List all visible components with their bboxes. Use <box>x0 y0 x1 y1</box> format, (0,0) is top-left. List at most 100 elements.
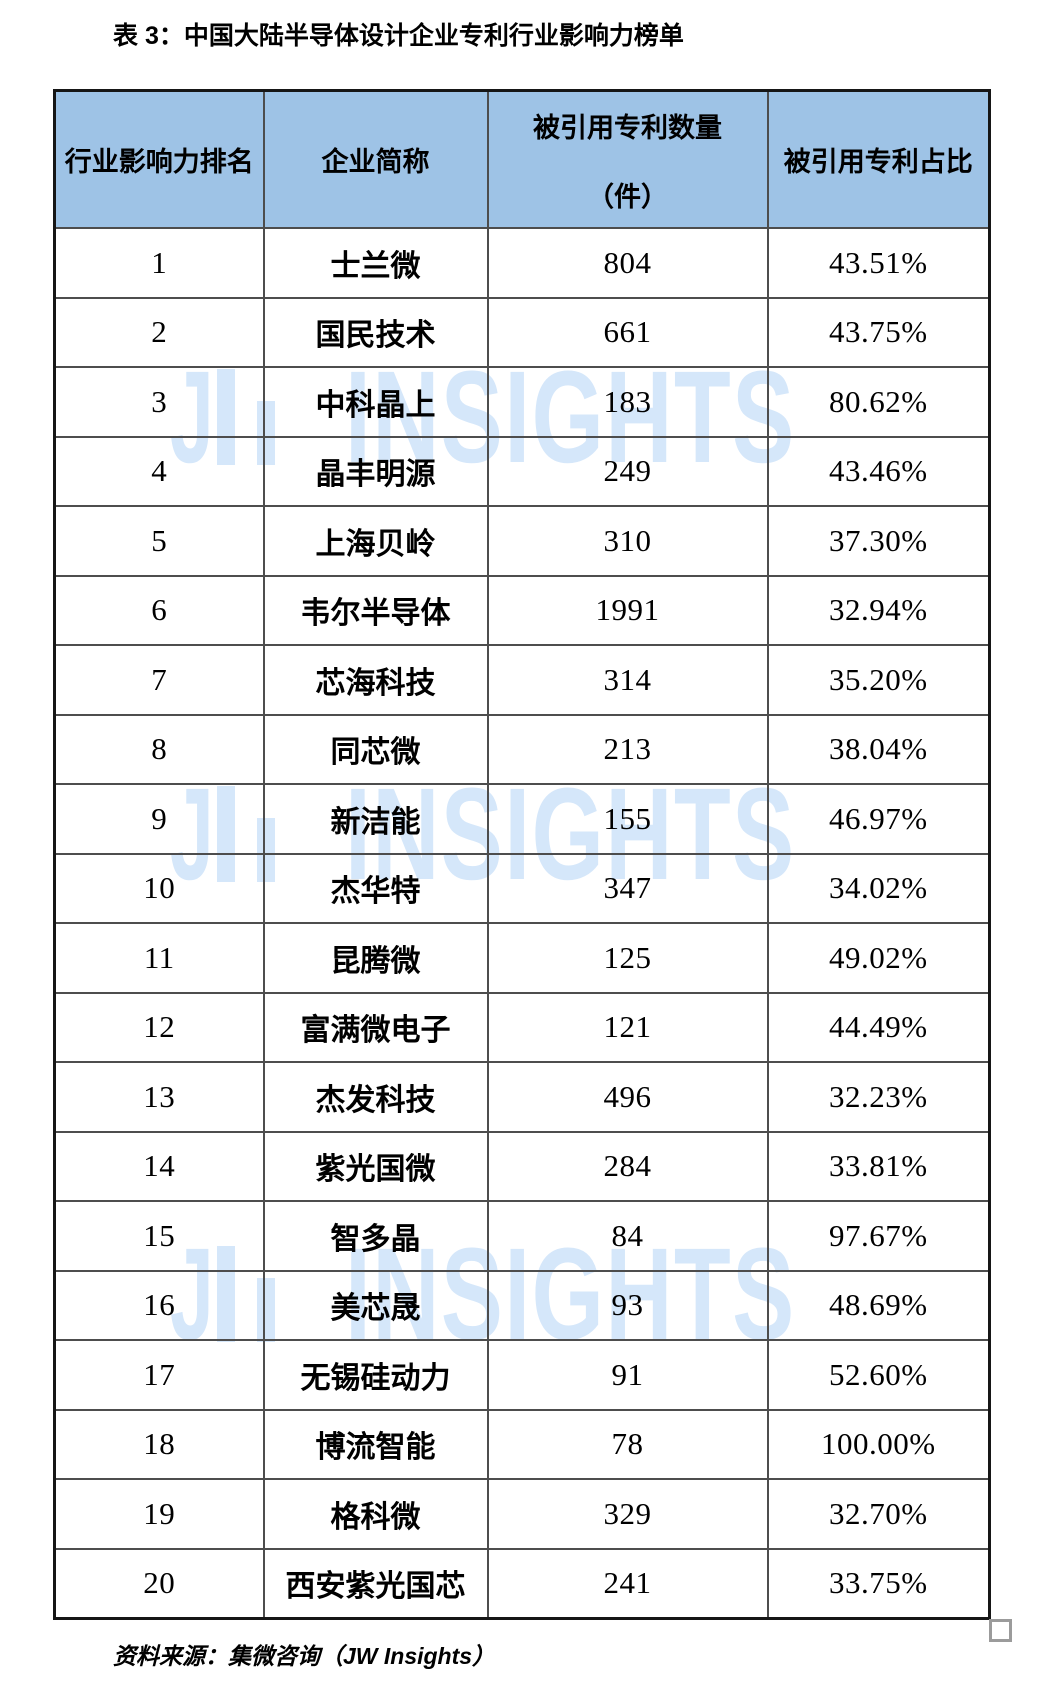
header-row: 行业影响力排名 企业简称 被引用专利数量 （件） 被引用专利占比 <box>53 89 991 229</box>
rank-cell: 20 <box>53 1547 265 1619</box>
cited-share-cell: 32.94% <box>766 574 991 646</box>
cited-count-cell: 91 <box>486 1339 769 1411</box>
company-cell: 同芯微 <box>262 713 489 785</box>
cited-share-cell: 43.75% <box>766 296 991 368</box>
cited-share-cell: 37.30% <box>766 505 991 577</box>
cited-share-cell: 97.67% <box>766 1200 991 1272</box>
cited-share-cell: 49.02% <box>766 922 991 994</box>
company-cell: 格科微 <box>262 1478 489 1550</box>
col-header-company: 企业简称 <box>262 89 489 229</box>
rank-cell: 10 <box>53 852 265 924</box>
cited-share-cell: 32.70% <box>766 1478 991 1550</box>
col-header-rank-label: 行业影响力排名 <box>64 147 254 177</box>
company-cell: 新洁能 <box>262 783 489 855</box>
cited-count-cell: 249 <box>486 435 769 507</box>
company-cell: 紫光国微 <box>262 1130 489 1202</box>
cited-share-cell: 33.81% <box>766 1130 991 1202</box>
cited-count-label-unit: （件） <box>587 181 668 212</box>
cited-count-cell: 314 <box>486 644 769 716</box>
rank-cell: 18 <box>53 1408 265 1480</box>
cited-count-cell: 310 <box>486 505 769 577</box>
company-cell: 富满微电子 <box>262 991 489 1063</box>
cited-count-cell: 804 <box>486 227 769 299</box>
rank-cell: 9 <box>53 783 265 855</box>
rank-cell: 15 <box>53 1200 265 1272</box>
rank-cell: 17 <box>53 1339 265 1411</box>
cited-share-cell: 43.51% <box>766 227 991 299</box>
rank-cell: 13 <box>53 1061 265 1133</box>
table-row: 2 国民技术 661 43.75% <box>53 296 991 368</box>
table-row: 16 美芯晟 93 48.69% <box>53 1269 991 1341</box>
table-row: 8 同芯微 213 38.04% <box>53 713 991 785</box>
cited-share-cell: 34.02% <box>766 852 991 924</box>
rank-cell: 5 <box>53 505 265 577</box>
cited-count-cell: 1991 <box>486 574 769 646</box>
cited-share-cell: 46.97% <box>766 783 991 855</box>
cited-share-cell: 44.49% <box>766 991 991 1063</box>
table-row: 5 上海贝岭 310 37.30% <box>53 505 991 577</box>
table-row: 7 芯海科技 314 35.20% <box>53 644 991 716</box>
table-row: 19 格科微 329 32.70% <box>53 1478 991 1550</box>
company-cell: 博流智能 <box>262 1408 489 1480</box>
cited-count-cell: 125 <box>486 922 769 994</box>
table-row: 10 杰华特 347 34.02% <box>53 852 991 924</box>
rank-cell: 1 <box>53 227 265 299</box>
rank-cell: 4 <box>53 435 265 507</box>
table-row: 9 新洁能 155 46.97% <box>53 783 991 855</box>
table-row: 12 富满微电子 121 44.49% <box>53 991 991 1063</box>
table-body: 1 士兰微 804 43.51% 2 国民技术 661 43.75% 3 中科晶… <box>53 227 991 1619</box>
company-cell: 杰华特 <box>262 852 489 924</box>
table-row: 13 杰发科技 496 32.23% <box>53 1061 991 1133</box>
page-title: 表 3：中国大陆半导体设计企业专利行业影响力榜单 <box>113 22 684 50</box>
table-row: 1 士兰微 804 43.51% <box>53 227 991 299</box>
cited-share-cell: 80.62% <box>766 366 991 438</box>
cited-count-cell: 329 <box>486 1478 769 1550</box>
cited-count-cell: 78 <box>486 1408 769 1480</box>
cited-share-cell: 43.46% <box>766 435 991 507</box>
col-header-company-label: 企业简称 <box>321 147 430 177</box>
col-header-cited-count: 被引用专利数量 （件） <box>486 89 769 229</box>
col-header-cited-share: 被引用专利占比 <box>766 89 991 229</box>
cited-share-cell: 33.75% <box>766 1547 991 1619</box>
company-cell: 晶丰明源 <box>262 435 489 507</box>
cited-count-cell: 183 <box>486 366 769 438</box>
col-header-cited-share-label: 被引用专利占比 <box>783 147 973 177</box>
cited-count-cell: 347 <box>486 852 769 924</box>
rank-cell: 14 <box>53 1130 265 1202</box>
empty-placeholder-box <box>989 1619 1012 1642</box>
cited-count-cell: 284 <box>486 1130 769 1202</box>
cited-count-cell: 121 <box>486 991 769 1063</box>
cited-count-cell: 496 <box>486 1061 769 1133</box>
rank-cell: 7 <box>53 644 265 716</box>
table-header: 行业影响力排名 企业简称 被引用专利数量 （件） 被引用专利占比 <box>53 89 991 229</box>
table-row: 15 智多晶 84 97.67% <box>53 1200 991 1272</box>
table-row: 18 博流智能 78 100.00% <box>53 1408 991 1480</box>
cited-count-cell: 661 <box>486 296 769 368</box>
ranking-table: 行业影响力排名 企业简称 被引用专利数量 （件） 被引用专利占比 1 士兰 <box>53 89 991 1620</box>
company-cell: 国民技术 <box>262 296 489 368</box>
table-row: 14 紫光国微 284 33.81% <box>53 1130 991 1202</box>
company-cell: 智多晶 <box>262 1200 489 1272</box>
cited-share-cell: 48.69% <box>766 1269 991 1341</box>
company-cell: 昆腾微 <box>262 922 489 994</box>
source-note: 资料来源：集微咨询（JW Insights） <box>113 1643 496 1669</box>
company-cell: 西安紫光国芯 <box>262 1547 489 1619</box>
cited-share-cell: 52.60% <box>766 1339 991 1411</box>
cited-share-cell: 38.04% <box>766 713 991 785</box>
cited-count-cell: 84 <box>486 1200 769 1272</box>
cited-share-cell: 100.00% <box>766 1408 991 1480</box>
cited-count-cell: 93 <box>486 1269 769 1341</box>
company-cell: 无锡硅动力 <box>262 1339 489 1411</box>
cited-count-cell: 155 <box>486 783 769 855</box>
table-row: 6 韦尔半导体 1991 32.94% <box>53 574 991 646</box>
cited-share-cell: 35.20% <box>766 644 991 716</box>
cited-count-cell: 241 <box>486 1547 769 1619</box>
cited-share-cell: 32.23% <box>766 1061 991 1133</box>
rank-cell: 19 <box>53 1478 265 1550</box>
company-cell: 中科晶上 <box>262 366 489 438</box>
col-header-rank: 行业影响力排名 <box>53 89 265 229</box>
rank-cell: 16 <box>53 1269 265 1341</box>
company-cell: 士兰微 <box>262 227 489 299</box>
table-row: 4 晶丰明源 249 43.46% <box>53 435 991 507</box>
